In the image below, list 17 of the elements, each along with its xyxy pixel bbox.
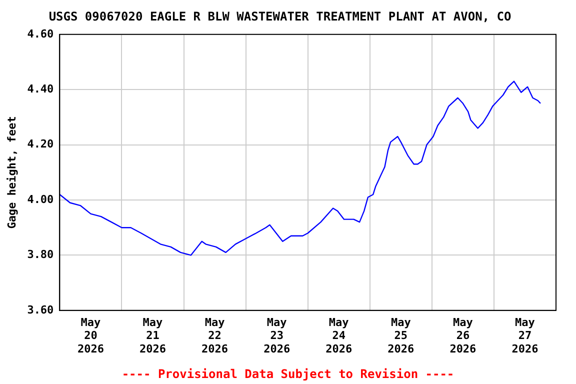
x-tick-label: May 24 2026 — [326, 316, 352, 356]
y-tick-label: 4.20 — [27, 138, 54, 151]
text: ---- Provisional Data Subject to Revision ---- — [120, 367, 456, 381]
x-tick-label: May 21 2026 — [140, 316, 166, 356]
x-tick-label: May 20 2026 — [77, 316, 104, 356]
y-tick-label: 4.00 — [27, 192, 54, 206]
y-tick-label: 3.80 — [27, 248, 54, 262]
y-axis-title: Gage height, feet — [5, 116, 18, 229]
x-tick-label: May 26 2026 — [450, 316, 477, 356]
chart-title: USGS 09067020 EAGLE R BLW WASTEWATER TREATMENT PLANT AT AVON, CO — [48, 9, 512, 24]
y-tick-label: 3.60 — [27, 303, 54, 316]
x-tick-label: May 22 2026 — [202, 316, 228, 356]
y-tick-label: 4.60 — [27, 27, 54, 40]
x-tick-label: May 27 2026 — [512, 316, 539, 356]
x-tick-label: May 25 2026 — [388, 316, 415, 356]
x-tick-label: May 23 2026 — [264, 316, 290, 356]
y-tick-label: 4.40 — [27, 82, 54, 96]
